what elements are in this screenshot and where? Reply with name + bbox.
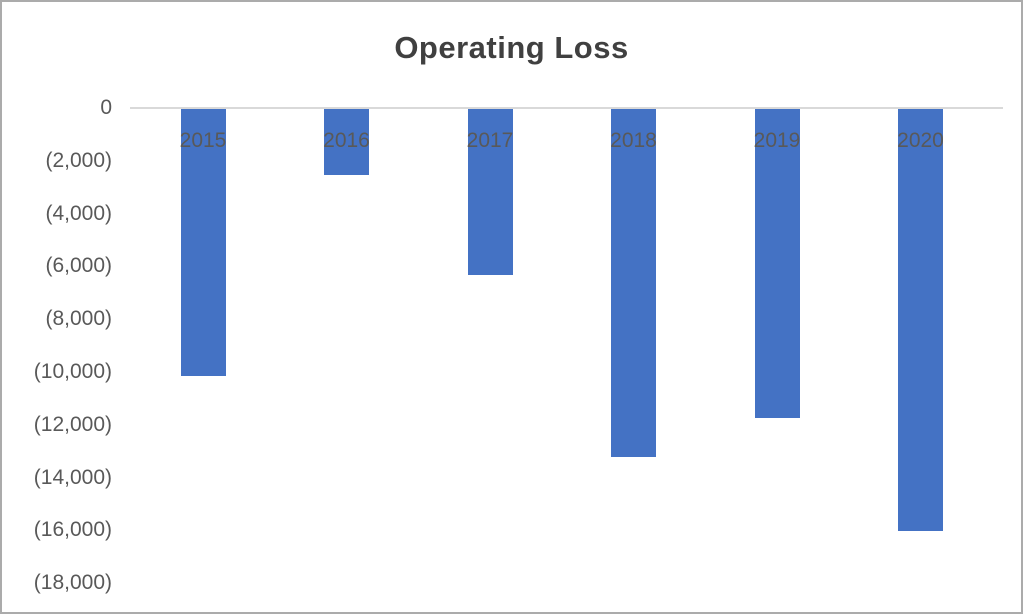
x-category-label: 2019 bbox=[753, 129, 801, 152]
bar-2015 bbox=[180, 109, 226, 376]
y-tick-label: (12,000) bbox=[33, 412, 112, 436]
bar-2017 bbox=[467, 109, 513, 275]
y-tick-label: (2,000) bbox=[45, 148, 112, 172]
y-tick-label: (4,000) bbox=[45, 201, 112, 225]
bar-2016 bbox=[324, 109, 369, 175]
y-tick-label: (14,000) bbox=[33, 465, 112, 489]
y-tick-label: (6,000) bbox=[45, 254, 112, 278]
x-category-label: 2017 bbox=[466, 129, 514, 152]
bar-2018 bbox=[611, 109, 656, 457]
y-tick-label: (16,000) bbox=[33, 518, 112, 542]
bar-2020 bbox=[898, 109, 943, 531]
y-tick-label: (8,000) bbox=[45, 307, 112, 331]
x-category-label: 2020 bbox=[897, 129, 944, 152]
x-category-label: 2018 bbox=[610, 129, 657, 152]
x-category-label: 2016 bbox=[323, 129, 370, 152]
y-tick-label: (18,000) bbox=[33, 571, 112, 595]
bar-2019 bbox=[754, 109, 800, 418]
x-category-label: 2015 bbox=[179, 129, 227, 152]
zero-axis-line bbox=[130, 107, 1003, 109]
y-tick-label: 0 bbox=[100, 96, 112, 119]
chart-title: Operating Loss bbox=[394, 30, 629, 65]
y-tick-label: (10,000) bbox=[33, 360, 112, 383]
